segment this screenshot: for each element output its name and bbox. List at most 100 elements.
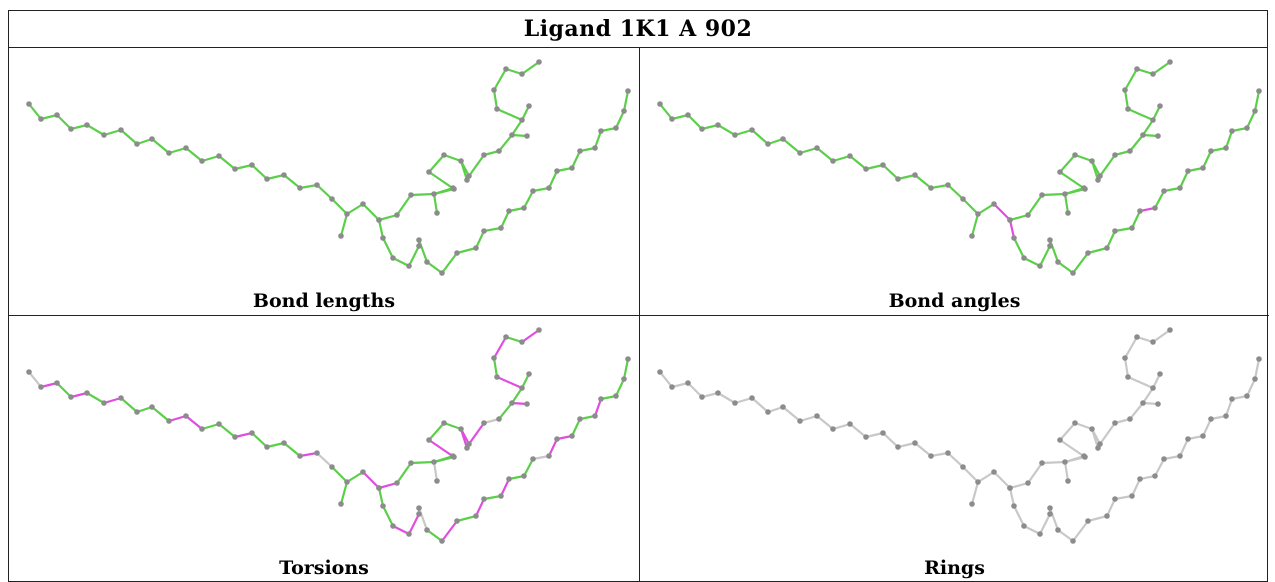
atom xyxy=(281,440,287,446)
atom xyxy=(1208,148,1214,154)
bond xyxy=(395,193,413,217)
atom xyxy=(464,177,470,183)
atom xyxy=(1007,217,1013,223)
bond xyxy=(815,146,835,163)
bond xyxy=(391,524,411,536)
atom xyxy=(441,420,447,426)
molecule-diagram-bond-angles xyxy=(657,59,1262,276)
atom xyxy=(1072,152,1078,158)
bond xyxy=(798,146,819,155)
atom xyxy=(506,208,512,214)
atom xyxy=(199,426,205,432)
atom xyxy=(458,158,464,164)
bond xyxy=(474,229,486,250)
bond xyxy=(686,113,704,131)
atom xyxy=(1125,106,1131,112)
bond xyxy=(1151,60,1172,76)
bond xyxy=(1058,438,1087,459)
atom xyxy=(264,176,270,182)
bond xyxy=(520,60,541,76)
atom xyxy=(1021,255,1027,261)
bond xyxy=(750,396,770,414)
atom xyxy=(199,158,205,164)
atom xyxy=(1065,210,1071,216)
bond xyxy=(85,123,106,137)
bond xyxy=(377,218,385,240)
atom xyxy=(1047,243,1053,249)
atom xyxy=(1065,478,1071,484)
atom xyxy=(376,485,382,491)
bond xyxy=(407,244,421,268)
bond xyxy=(1178,437,1190,458)
atom xyxy=(1025,480,1031,486)
atom xyxy=(1150,339,1156,345)
atom xyxy=(1057,169,1063,175)
atom xyxy=(1140,132,1146,138)
atom xyxy=(1152,473,1158,479)
atom xyxy=(118,395,124,401)
atom xyxy=(732,132,738,138)
bond xyxy=(946,183,965,201)
atom xyxy=(101,132,107,138)
bond xyxy=(1098,153,1117,178)
atom xyxy=(297,185,303,191)
atom xyxy=(1011,235,1017,241)
bond xyxy=(1040,192,1067,197)
atom xyxy=(498,493,504,499)
atom xyxy=(1047,505,1053,511)
atom xyxy=(434,210,440,216)
atom xyxy=(685,112,691,118)
bond xyxy=(217,422,237,439)
atom xyxy=(1167,327,1173,333)
atom xyxy=(481,420,487,426)
atom xyxy=(26,369,32,375)
bond xyxy=(1105,497,1117,518)
atom xyxy=(1223,145,1229,151)
atom xyxy=(1057,437,1063,443)
atom xyxy=(1089,426,1095,432)
bond xyxy=(976,202,996,216)
atom xyxy=(1200,165,1206,171)
bond xyxy=(510,118,524,137)
atom xyxy=(1104,245,1110,251)
atom xyxy=(1161,456,1167,462)
bond xyxy=(961,197,980,216)
atom xyxy=(509,400,515,406)
atom xyxy=(519,71,525,77)
bond xyxy=(55,113,73,131)
atom xyxy=(546,453,552,459)
bond xyxy=(831,154,852,163)
atom xyxy=(1185,436,1191,442)
atom xyxy=(1037,263,1043,269)
bond xyxy=(250,431,269,449)
bond xyxy=(1063,186,1086,196)
atom xyxy=(1127,416,1133,422)
bond xyxy=(442,421,463,431)
bond xyxy=(686,381,704,399)
bond xyxy=(1026,193,1044,217)
bond xyxy=(848,154,868,171)
atom xyxy=(1047,511,1053,517)
atom xyxy=(1229,128,1235,134)
bond xyxy=(265,173,286,181)
bond xyxy=(432,460,439,483)
atom xyxy=(454,250,460,256)
bond xyxy=(1123,88,1130,111)
bond xyxy=(1105,229,1117,250)
bond xyxy=(417,506,429,532)
bond xyxy=(409,460,436,465)
bond xyxy=(459,427,469,450)
atom xyxy=(621,376,627,382)
bond xyxy=(442,153,463,163)
bond xyxy=(1058,421,1077,442)
atom xyxy=(338,233,344,239)
bond xyxy=(184,414,204,431)
atom xyxy=(416,511,422,517)
atom xyxy=(814,413,820,419)
atom xyxy=(1112,420,1118,426)
atom xyxy=(765,141,771,147)
bond xyxy=(1201,149,1213,170)
atom xyxy=(1055,527,1061,533)
bond xyxy=(233,431,254,439)
figure-title: Ligand 1K1 A 902 xyxy=(9,11,1267,48)
